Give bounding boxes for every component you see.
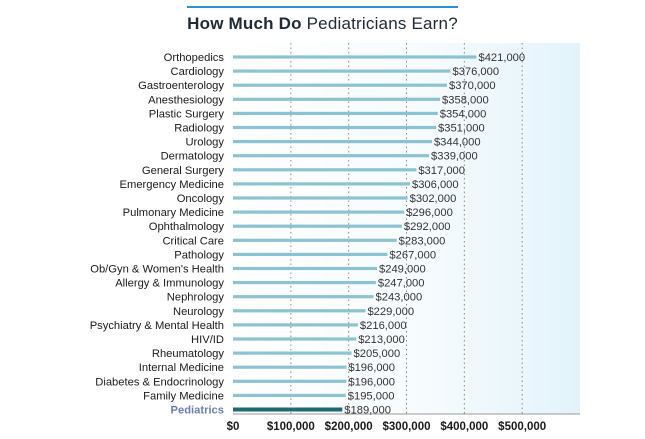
- category-label-10: Oncology: [177, 193, 225, 205]
- bar-16: [233, 281, 376, 285]
- category-label-7: Dermatology: [161, 151, 225, 163]
- value-label-3: $358,000: [442, 94, 489, 106]
- value-label-13: $283,000: [399, 235, 446, 247]
- bar-21: [233, 351, 352, 355]
- bar-19: [233, 323, 358, 327]
- value-label-17: $243,000: [376, 292, 423, 304]
- bar-13: [233, 238, 397, 242]
- value-label-2: $370,000: [449, 80, 496, 92]
- bar-18: [233, 309, 366, 313]
- bar-9: [233, 182, 410, 186]
- bar-5: [233, 125, 436, 130]
- category-label-22: Internal Medicine: [139, 362, 224, 374]
- category-label-21: Rheumatology: [152, 348, 225, 360]
- bar-7: [233, 154, 430, 158]
- category-label-5: Radiology: [174, 123, 224, 135]
- category-label-23: Diabetes & Endocrinology: [95, 376, 224, 388]
- bar-23: [233, 379, 347, 383]
- bar-4: [233, 111, 438, 115]
- bar-3: [233, 97, 441, 101]
- bar-6: [233, 140, 432, 144]
- value-label-18: $229,000: [367, 306, 414, 318]
- category-label-17: Nephrology: [167, 292, 225, 304]
- bar-12: [233, 224, 402, 228]
- bar-24: [233, 393, 346, 397]
- value-label-15: $249,000: [379, 264, 426, 276]
- chart-title-regular: Pediatricians Earn?: [301, 14, 458, 33]
- category-label-19: Psychiatry & Mental Health: [90, 320, 224, 332]
- x-tick-label-1: $100,000: [267, 421, 315, 433]
- category-label-16: Allergy & Immunology: [115, 278, 224, 290]
- value-label-20: $213,000: [358, 334, 405, 346]
- value-label-14: $267,000: [389, 249, 436, 261]
- x-tick-label-3: $300,000: [383, 421, 431, 433]
- bar-2: [233, 83, 447, 87]
- category-label-2: Gastroenterology: [138, 80, 224, 92]
- x-tick-label-5: $500,000: [498, 421, 546, 433]
- value-label-24: $195,000: [348, 390, 395, 402]
- chart-title-bold: How Much Do: [187, 14, 302, 33]
- chart-title-wrap: How Much Do Pediatricians Earn?: [0, 6, 645, 34]
- category-label-8: General Surgery: [142, 165, 224, 177]
- x-axis-layer: $0 $100,000 $200,000 $300,000 $400,000 $500,0…: [227, 413, 580, 433]
- category-label-1: Cardiology: [171, 66, 225, 78]
- value-label-8: $317,000: [418, 165, 465, 177]
- category-label-9: Emergency Medicine: [120, 179, 224, 191]
- value-label-5: $351,000: [438, 123, 485, 135]
- category-label-11: Pulmonary Medicine: [123, 207, 224, 219]
- category-label-14: Pathology: [174, 249, 224, 261]
- bar-17: [233, 295, 374, 299]
- category-label-15: Ob/Gyn & Women's Health: [90, 264, 224, 276]
- value-label-9: $306,000: [412, 179, 459, 191]
- value-label-0: $421,000: [478, 52, 525, 64]
- category-label-12: Ophthalmology: [149, 221, 225, 233]
- category-label-13: Critical Care: [162, 235, 224, 247]
- category-label-3: Anesthesiology: [148, 94, 224, 106]
- bar-11: [233, 210, 405, 214]
- bar-15: [233, 266, 377, 271]
- category-label-0: Orthopedics: [164, 52, 225, 64]
- value-label-23: $196,000: [348, 376, 395, 388]
- category-label-18: Neurology: [173, 306, 224, 318]
- x-tick-label-4: $400,000: [440, 421, 488, 433]
- value-label-7: $339,000: [431, 151, 478, 163]
- bar-1: [233, 69, 451, 73]
- category-label-6: Urology: [185, 137, 224, 149]
- value-label-16: $247,000: [378, 278, 425, 290]
- bars-layer: [233, 55, 477, 412]
- bar-25: [233, 407, 343, 412]
- x-tick-label-0: $0: [227, 421, 240, 433]
- category-labels-layer: Orthopedics Cardiology Gastroenterology Ane…: [90, 52, 225, 417]
- category-label-4: Plastic Surgery: [149, 108, 225, 120]
- category-label-20: HIV/ID: [191, 334, 224, 346]
- category-label-24: Family Medicine: [143, 390, 224, 402]
- x-tick-label-2: $200,000: [325, 421, 373, 433]
- bar-0: [233, 55, 477, 59]
- value-label-6: $344,000: [434, 137, 481, 149]
- value-label-4: $354,000: [440, 108, 487, 120]
- bar-14: [233, 252, 388, 256]
- bar-10: [233, 196, 408, 200]
- value-label-22: $196,000: [348, 362, 395, 374]
- value-label-1: $376,000: [452, 66, 499, 78]
- category-label-25: Pediatrics: [171, 405, 224, 417]
- value-label-12: $292,000: [404, 221, 451, 233]
- value-label-10: $302,000: [410, 193, 457, 205]
- value-label-25: $189,000: [344, 405, 391, 417]
- value-label-21: $205,000: [354, 348, 401, 360]
- bar-20: [233, 337, 357, 341]
- bar-8: [233, 168, 417, 172]
- grid-layer: [290, 43, 523, 414]
- bar-22: [233, 365, 347, 369]
- value-label-19: $216,000: [360, 320, 407, 332]
- chart-title: How Much Do Pediatricians Earn?: [187, 6, 458, 34]
- value-label-11: $296,000: [406, 207, 453, 219]
